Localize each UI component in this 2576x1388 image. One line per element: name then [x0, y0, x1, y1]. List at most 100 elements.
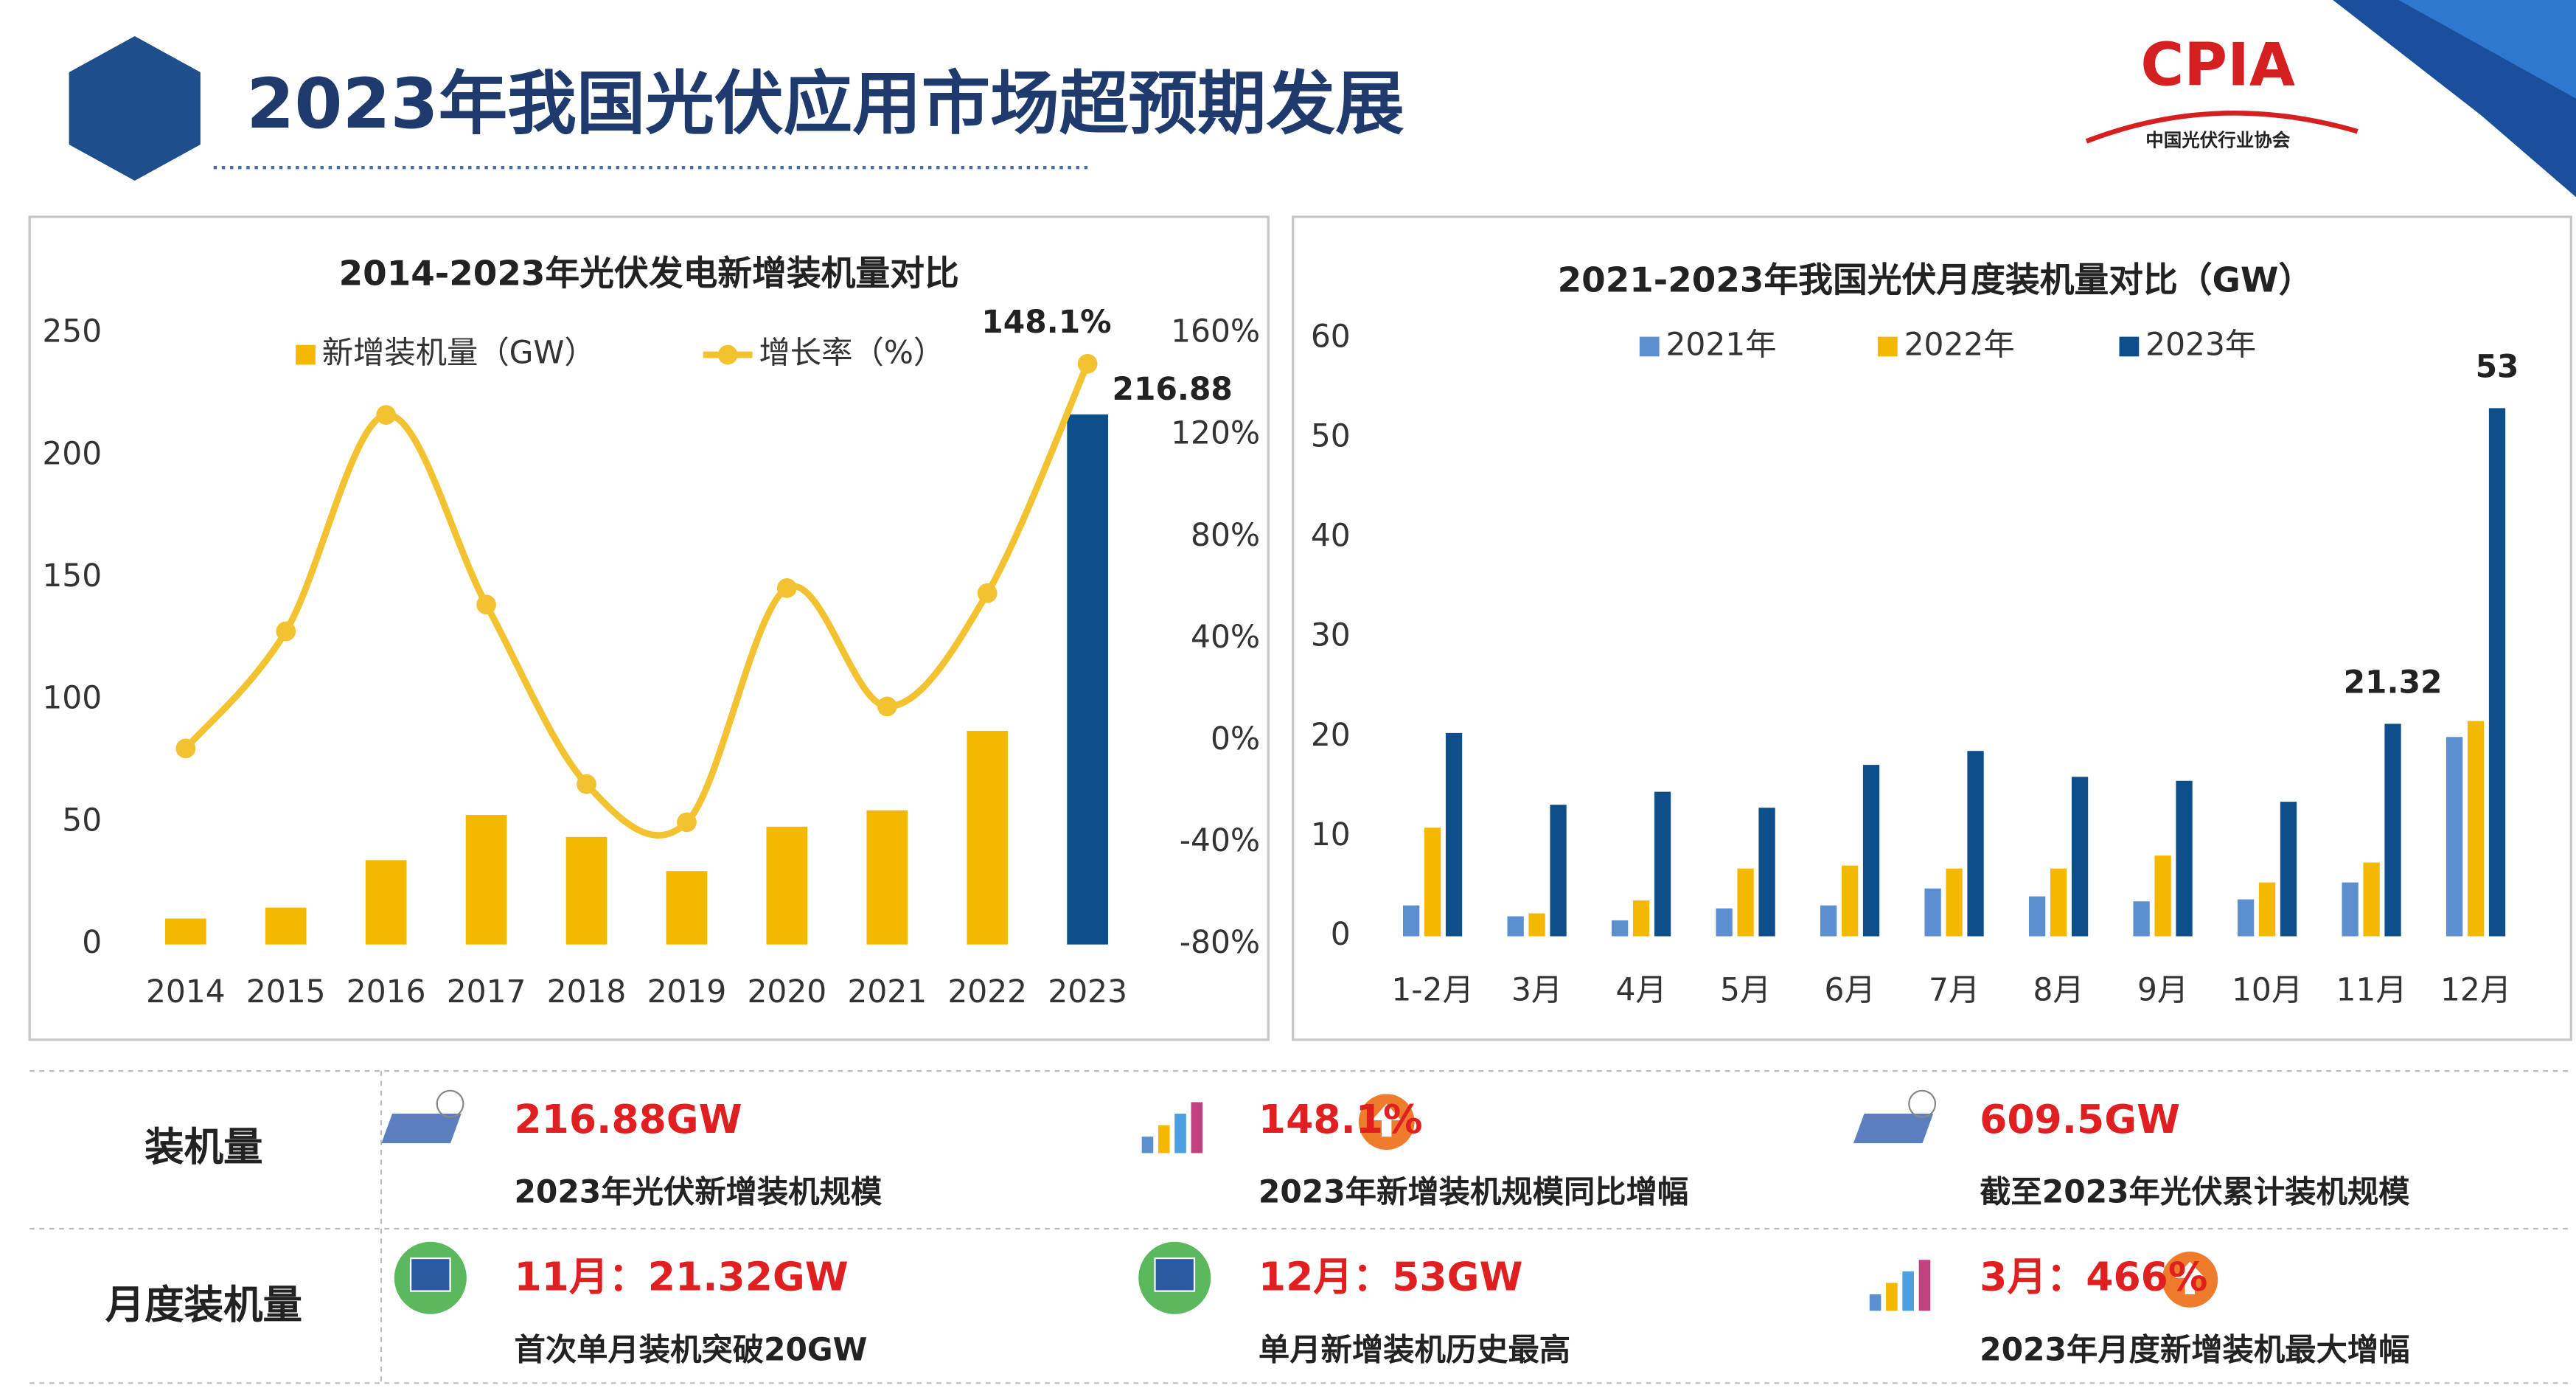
data-label: 216.88: [1113, 371, 1233, 407]
bar: [2071, 777, 2089, 937]
y-tick-label: 0: [1331, 916, 1351, 952]
icon: [1371, 1103, 1402, 1137]
icon: [1154, 1257, 1196, 1292]
bar: [1758, 808, 1775, 937]
y-tick-label: 60: [1311, 318, 1351, 354]
bar: [2342, 882, 2359, 937]
item-text: 2023年新增装机规模同比增幅: [1259, 1174, 1688, 1210]
y-tick-label: 20: [1311, 717, 1351, 753]
y2-tick-label: 120%: [1171, 415, 1260, 451]
icon: [1158, 1125, 1170, 1153]
slide-title: 2023年我国光伏应用市场超预期发展: [246, 64, 1404, 145]
bar: [1632, 900, 1650, 937]
bar: [967, 730, 1009, 945]
item-value: 3月：466%: [1980, 1254, 2207, 1300]
x-tick-label: 2019: [647, 974, 727, 1010]
bar: [1402, 905, 1420, 937]
item-text: 截至2023年光伏累计装机规模: [1980, 1174, 2410, 1210]
bar: [465, 815, 507, 945]
bar: [2133, 901, 2150, 937]
bar: [1611, 920, 1629, 937]
line-marker: [476, 594, 496, 615]
bar: [2467, 721, 2485, 937]
bar: [1424, 827, 1441, 937]
x-tick-label: 2017: [447, 974, 526, 1010]
bar: [1716, 908, 1733, 937]
icon: [1908, 1089, 1937, 1118]
x-tick-label: 6月: [1824, 972, 1875, 1008]
item-value: 609.5GW: [1980, 1096, 2180, 1142]
bar: [2237, 899, 2255, 937]
x-tick-label: 7月: [1929, 972, 1980, 1008]
line-marker: [175, 738, 196, 759]
bar: [866, 810, 908, 945]
x-tick-label: 2021: [847, 974, 927, 1010]
y-tick-label: 50: [62, 802, 102, 838]
legend-swatch: [1639, 336, 1660, 357]
bar: [1820, 905, 1837, 937]
legend-label: 新增装机量（GW）: [322, 335, 596, 371]
y-tick-label: 150: [42, 558, 102, 594]
legend-swatch: [2119, 336, 2140, 357]
bar: [1067, 414, 1108, 945]
y-tick-label: 0: [82, 924, 102, 960]
bar: [565, 836, 608, 945]
y2-tick-label: 160%: [1171, 313, 1260, 350]
icon: [1886, 1283, 1898, 1311]
y2-tick-label: -40%: [1180, 822, 1260, 858]
icon: [2175, 1261, 2205, 1295]
bar: [1924, 888, 1941, 937]
bar: [2280, 802, 2297, 937]
y-tick-label: 100: [42, 680, 102, 716]
bar: [2176, 780, 2193, 937]
x-tick-label: 3月: [1511, 972, 1562, 1008]
bar: [2258, 882, 2276, 937]
y2-tick-label: -80%: [1180, 924, 1260, 960]
icon: [1191, 1102, 1203, 1153]
chart-title: 2021-2023年我国光伏月度装机量对比（GW）: [1558, 261, 2314, 301]
x-tick-label: 4月: [1615, 972, 1666, 1008]
y-tick-label: 250: [42, 313, 102, 350]
icon: [1902, 1271, 1914, 1311]
y-tick-label: 10: [1311, 816, 1351, 853]
x-tick-label: 2020: [748, 974, 827, 1010]
bar: [365, 860, 407, 945]
bar: [766, 826, 808, 945]
legend-label: 2021年: [1666, 326, 1777, 362]
legend-label: 2023年: [2145, 326, 2256, 362]
item-value: 148.1%: [1259, 1096, 1423, 1142]
x-tick-label: 5月: [1720, 972, 1771, 1008]
y-tick-label: 50: [1311, 417, 1351, 454]
x-tick-label: 2022: [947, 974, 1027, 1010]
legend-swatch: [1877, 336, 1898, 357]
x-tick-label: 9月: [2137, 972, 2188, 1008]
line: [183, 362, 1091, 839]
y2-tick-label: 0%: [1211, 721, 1260, 757]
legend-label: 2022年: [1904, 326, 2015, 362]
summary-table: 装机量 216.88GW 2023年光伏新增装机规模 148.1% 2023年新增装机规…: [29, 1070, 2572, 1384]
corner-swoosh-light: [2398, 0, 2576, 99]
bar: [1862, 765, 1880, 937]
y-tick-label: 40: [1311, 518, 1351, 554]
line-marker: [677, 812, 697, 833]
item-text: 首次单月装机突破20GW: [514, 1332, 867, 1368]
legend-swatch: [296, 344, 316, 365]
icon: [1141, 1137, 1154, 1153]
row-label: 月度装机量: [105, 1282, 302, 1328]
bar: [1946, 868, 1963, 937]
chart-title: 2014-2023年光伏发电新增装机量对比: [339, 254, 959, 294]
bar: [1445, 732, 1463, 937]
x-tick-label: 2014: [146, 974, 226, 1010]
logo-swoosh: [2085, 110, 2359, 144]
x-tick-label: 11月: [2336, 972, 2406, 1008]
icon: [409, 1257, 451, 1292]
y2-tick-label: 40%: [1191, 619, 1260, 655]
bar: [1967, 751, 1984, 937]
icon: [1918, 1260, 1931, 1311]
item-value: 12月：53GW: [1259, 1254, 1523, 1300]
logo-subtitle: 中国光伏行业协会: [2145, 130, 2291, 151]
bar: [2363, 862, 2380, 937]
x-tick-label: 12月: [2440, 972, 2511, 1008]
